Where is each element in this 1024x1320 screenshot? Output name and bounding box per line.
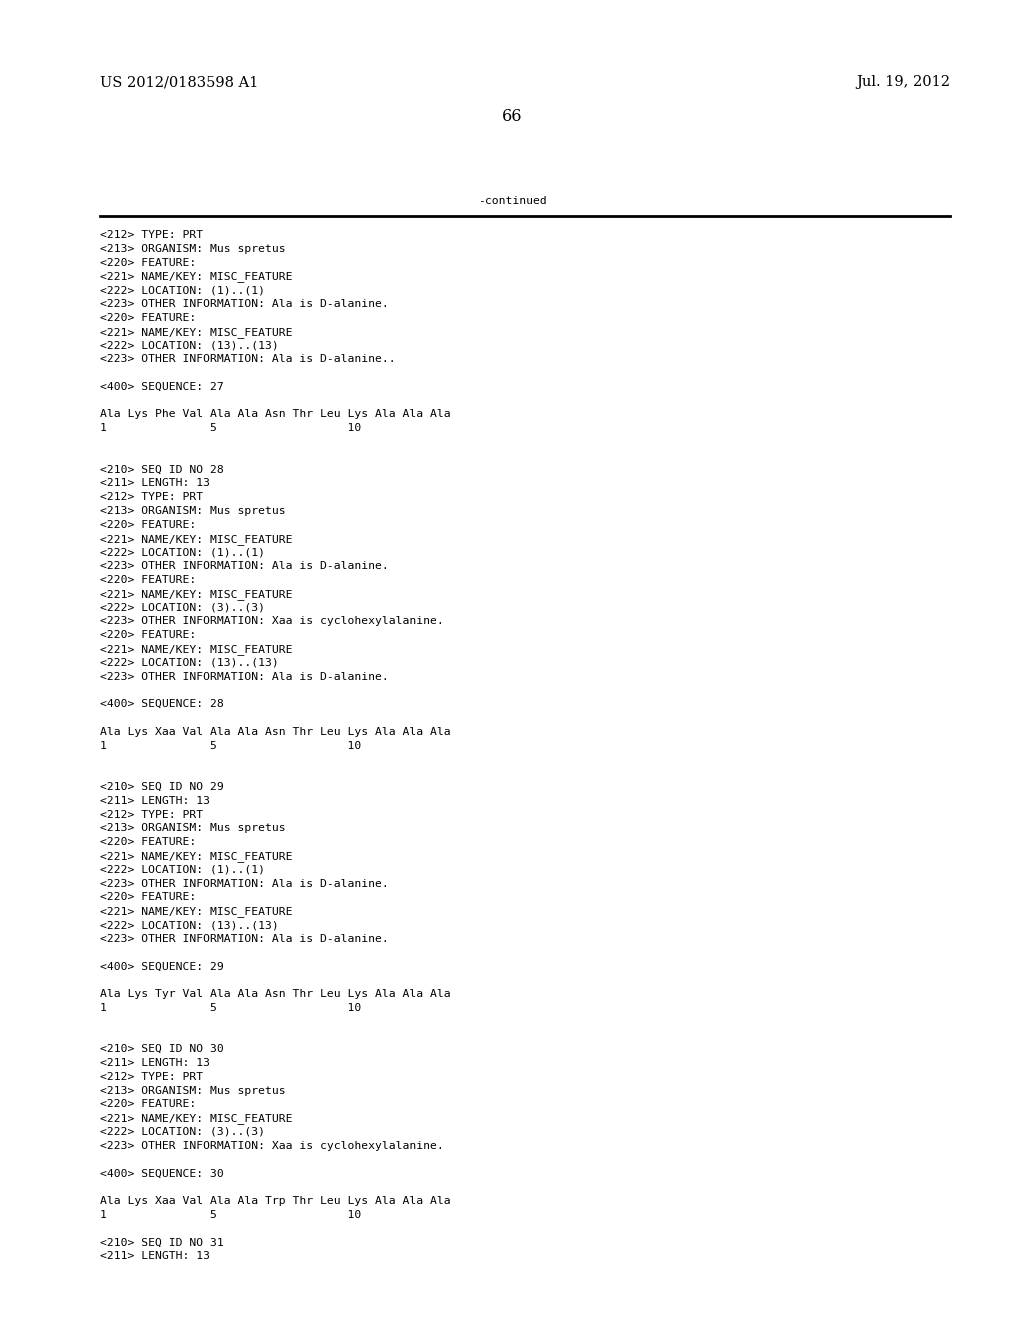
Text: <220> FEATURE:: <220> FEATURE:: [100, 1100, 197, 1109]
Text: <212> TYPE: PRT: <212> TYPE: PRT: [100, 809, 203, 820]
Text: <400> SEQUENCE: 28: <400> SEQUENCE: 28: [100, 700, 224, 709]
Text: Ala Lys Xaa Val Ala Ala Trp Thr Leu Lys Ala Ala Ala: Ala Lys Xaa Val Ala Ala Trp Thr Leu Lys …: [100, 1196, 451, 1206]
Text: <220> FEATURE:: <220> FEATURE:: [100, 576, 197, 585]
Text: Ala Lys Xaa Val Ala Ala Asn Thr Leu Lys Ala Ala Ala: Ala Lys Xaa Val Ala Ala Asn Thr Leu Lys …: [100, 727, 451, 737]
Text: <221> NAME/KEY: MISC_FEATURE: <221> NAME/KEY: MISC_FEATURE: [100, 1113, 293, 1125]
Text: <221> NAME/KEY: MISC_FEATURE: <221> NAME/KEY: MISC_FEATURE: [100, 644, 293, 655]
Text: <223> OTHER INFORMATION: Xaa is cyclohexylalanine.: <223> OTHER INFORMATION: Xaa is cyclohex…: [100, 616, 443, 627]
Text: <213> ORGANISM: Mus spretus: <213> ORGANISM: Mus spretus: [100, 824, 286, 833]
Text: <222> LOCATION: (3)..(3): <222> LOCATION: (3)..(3): [100, 1127, 265, 1137]
Text: <220> FEATURE:: <220> FEATURE:: [100, 837, 197, 847]
Text: <222> LOCATION: (13)..(13): <222> LOCATION: (13)..(13): [100, 657, 279, 668]
Text: <222> LOCATION: (1)..(1): <222> LOCATION: (1)..(1): [100, 548, 265, 557]
Text: <213> ORGANISM: Mus spretus: <213> ORGANISM: Mus spretus: [100, 506, 286, 516]
Text: <213> ORGANISM: Mus spretus: <213> ORGANISM: Mus spretus: [100, 244, 286, 253]
Text: <211> LENGTH: 13: <211> LENGTH: 13: [100, 1059, 210, 1068]
Text: <400> SEQUENCE: 27: <400> SEQUENCE: 27: [100, 381, 224, 392]
Text: <211> LENGTH: 13: <211> LENGTH: 13: [100, 478, 210, 488]
Text: <222> LOCATION: (13)..(13): <222> LOCATION: (13)..(13): [100, 341, 279, 350]
Text: <220> FEATURE:: <220> FEATURE:: [100, 892, 197, 903]
Text: <221> NAME/KEY: MISC_FEATURE: <221> NAME/KEY: MISC_FEATURE: [100, 589, 293, 599]
Text: <212> TYPE: PRT: <212> TYPE: PRT: [100, 230, 203, 240]
Text: <223> OTHER INFORMATION: Ala is D-alanine.: <223> OTHER INFORMATION: Ala is D-alanin…: [100, 672, 389, 681]
Text: <210> SEQ ID NO 30: <210> SEQ ID NO 30: [100, 1044, 224, 1055]
Text: <222> LOCATION: (1)..(1): <222> LOCATION: (1)..(1): [100, 285, 265, 296]
Text: <400> SEQUENCE: 29: <400> SEQUENCE: 29: [100, 961, 224, 972]
Text: <220> FEATURE:: <220> FEATURE:: [100, 520, 197, 529]
Text: <210> SEQ ID NO 31: <210> SEQ ID NO 31: [100, 1237, 224, 1247]
Text: US 2012/0183598 A1: US 2012/0183598 A1: [100, 75, 258, 88]
Text: Ala Lys Tyr Val Ala Ala Asn Thr Leu Lys Ala Ala Ala: Ala Lys Tyr Val Ala Ala Asn Thr Leu Lys …: [100, 989, 451, 999]
Text: <210> SEQ ID NO 28: <210> SEQ ID NO 28: [100, 465, 224, 475]
Text: <223> OTHER INFORMATION: Ala is D-alanine..: <223> OTHER INFORMATION: Ala is D-alanin…: [100, 354, 395, 364]
Text: <222> LOCATION: (3)..(3): <222> LOCATION: (3)..(3): [100, 603, 265, 612]
Text: <222> LOCATION: (1)..(1): <222> LOCATION: (1)..(1): [100, 865, 265, 875]
Text: <211> LENGTH: 13: <211> LENGTH: 13: [100, 1251, 210, 1261]
Text: <221> NAME/KEY: MISC_FEATURE: <221> NAME/KEY: MISC_FEATURE: [100, 272, 293, 282]
Text: Jul. 19, 2012: Jul. 19, 2012: [856, 75, 950, 88]
Text: <223> OTHER INFORMATION: Ala is D-alanine.: <223> OTHER INFORMATION: Ala is D-alanin…: [100, 933, 389, 944]
Text: -continued: -continued: [477, 195, 547, 206]
Text: <220> FEATURE:: <220> FEATURE:: [100, 257, 197, 268]
Text: <223> OTHER INFORMATION: Xaa is cyclohexylalanine.: <223> OTHER INFORMATION: Xaa is cyclohex…: [100, 1140, 443, 1151]
Text: <212> TYPE: PRT: <212> TYPE: PRT: [100, 1072, 203, 1082]
Text: 1               5                   10: 1 5 10: [100, 1003, 361, 1012]
Text: 1               5                   10: 1 5 10: [100, 741, 361, 751]
Text: <221> NAME/KEY: MISC_FEATURE: <221> NAME/KEY: MISC_FEATURE: [100, 851, 293, 862]
Text: <400> SEQUENCE: 30: <400> SEQUENCE: 30: [100, 1168, 224, 1179]
Text: <211> LENGTH: 13: <211> LENGTH: 13: [100, 796, 210, 805]
Text: <221> NAME/KEY: MISC_FEATURE: <221> NAME/KEY: MISC_FEATURE: [100, 907, 293, 917]
Text: <221> NAME/KEY: MISC_FEATURE: <221> NAME/KEY: MISC_FEATURE: [100, 326, 293, 338]
Text: <210> SEQ ID NO 29: <210> SEQ ID NO 29: [100, 781, 224, 792]
Text: 1               5                   10: 1 5 10: [100, 424, 361, 433]
Text: <223> OTHER INFORMATION: Ala is D-alanine.: <223> OTHER INFORMATION: Ala is D-alanin…: [100, 879, 389, 888]
Text: <221> NAME/KEY: MISC_FEATURE: <221> NAME/KEY: MISC_FEATURE: [100, 533, 293, 545]
Text: 66: 66: [502, 108, 522, 125]
Text: <212> TYPE: PRT: <212> TYPE: PRT: [100, 492, 203, 502]
Text: <220> FEATURE:: <220> FEATURE:: [100, 630, 197, 640]
Text: <213> ORGANISM: Mus spretus: <213> ORGANISM: Mus spretus: [100, 1085, 286, 1096]
Text: <223> OTHER INFORMATION: Ala is D-alanine.: <223> OTHER INFORMATION: Ala is D-alanin…: [100, 300, 389, 309]
Text: 1               5                   10: 1 5 10: [100, 1210, 361, 1220]
Text: <220> FEATURE:: <220> FEATURE:: [100, 313, 197, 323]
Text: <223> OTHER INFORMATION: Ala is D-alanine.: <223> OTHER INFORMATION: Ala is D-alanin…: [100, 561, 389, 572]
Text: <222> LOCATION: (13)..(13): <222> LOCATION: (13)..(13): [100, 920, 279, 931]
Text: Ala Lys Phe Val Ala Ala Asn Thr Leu Lys Ala Ala Ala: Ala Lys Phe Val Ala Ala Asn Thr Leu Lys …: [100, 409, 451, 420]
